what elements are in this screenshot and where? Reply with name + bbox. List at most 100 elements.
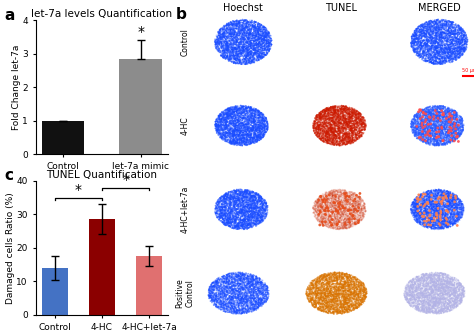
Point xyxy=(238,220,246,225)
Point xyxy=(310,206,317,212)
Point xyxy=(411,117,419,123)
Point xyxy=(213,41,221,46)
Point xyxy=(319,219,326,224)
Point xyxy=(218,116,226,121)
Point xyxy=(322,118,329,123)
Point xyxy=(444,302,451,307)
Point xyxy=(328,136,335,141)
Point xyxy=(420,41,428,46)
Point xyxy=(423,31,430,37)
Point xyxy=(222,295,229,300)
Point xyxy=(356,128,363,134)
Point xyxy=(243,191,251,197)
Point xyxy=(445,223,453,229)
Point xyxy=(317,220,324,226)
Point xyxy=(444,137,452,143)
Point xyxy=(255,36,263,42)
Point xyxy=(242,299,249,305)
Point xyxy=(435,104,442,110)
Point xyxy=(237,299,244,305)
Point xyxy=(261,300,268,305)
Point xyxy=(452,31,459,36)
Point xyxy=(432,200,440,206)
Point xyxy=(350,208,358,214)
Point xyxy=(346,201,354,207)
Point xyxy=(433,135,440,141)
Point xyxy=(457,296,465,301)
Point xyxy=(442,111,450,117)
Point xyxy=(254,285,261,290)
Point xyxy=(242,142,250,148)
Point xyxy=(344,191,352,196)
Point xyxy=(355,291,363,297)
Point xyxy=(240,40,248,45)
Point xyxy=(233,39,240,44)
Point xyxy=(240,58,247,64)
Point xyxy=(213,45,220,50)
Point xyxy=(429,287,437,292)
Point xyxy=(217,112,225,117)
Point xyxy=(322,190,330,195)
Point xyxy=(451,49,458,55)
Point xyxy=(336,117,344,122)
Point xyxy=(432,115,440,121)
Point xyxy=(215,202,222,207)
Point xyxy=(358,121,365,126)
Point xyxy=(443,35,450,40)
Point xyxy=(223,193,230,198)
Point xyxy=(342,197,349,203)
Point xyxy=(345,303,353,308)
Point xyxy=(308,286,315,292)
Point xyxy=(232,288,240,293)
Point xyxy=(445,117,453,122)
Point xyxy=(231,118,239,124)
Point xyxy=(432,202,440,208)
Point xyxy=(438,117,446,123)
Point xyxy=(221,133,228,138)
Point xyxy=(237,206,245,211)
Point xyxy=(255,54,263,59)
Point xyxy=(444,191,451,196)
Point xyxy=(229,42,237,47)
Point xyxy=(244,36,251,42)
Point xyxy=(234,286,242,292)
Point xyxy=(438,274,445,280)
Point xyxy=(323,135,331,140)
Point xyxy=(320,216,328,221)
Point xyxy=(435,24,442,29)
Point xyxy=(334,277,341,283)
Point xyxy=(352,210,359,215)
Point xyxy=(425,212,432,217)
Point xyxy=(423,194,430,199)
Point xyxy=(448,203,456,209)
Point xyxy=(228,281,235,286)
Point xyxy=(347,280,355,285)
Point xyxy=(254,115,261,121)
Point xyxy=(247,42,255,47)
Point xyxy=(421,288,429,293)
Point xyxy=(352,300,360,306)
Point xyxy=(423,299,430,305)
Point xyxy=(340,304,347,310)
Point xyxy=(319,201,326,207)
Point xyxy=(450,213,458,218)
Point xyxy=(223,46,231,52)
Point xyxy=(258,196,266,201)
Point xyxy=(229,274,237,279)
Point xyxy=(447,110,455,116)
Point xyxy=(329,194,337,199)
Point xyxy=(355,128,362,134)
Point xyxy=(413,285,420,290)
Point xyxy=(239,286,247,292)
Point xyxy=(233,59,240,64)
Point xyxy=(250,43,258,49)
Point xyxy=(328,310,336,315)
Point xyxy=(329,105,337,110)
Point xyxy=(416,213,423,218)
Point xyxy=(346,292,354,297)
Point xyxy=(439,290,447,295)
Point xyxy=(257,300,264,306)
Point xyxy=(315,213,323,219)
Point xyxy=(348,217,356,222)
Point xyxy=(424,126,431,131)
